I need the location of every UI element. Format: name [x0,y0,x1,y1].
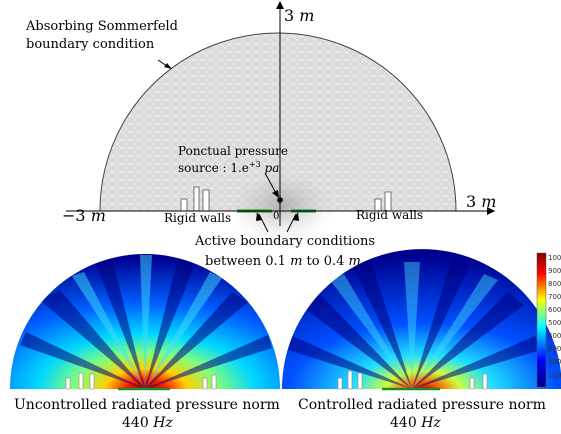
uncontrolled-frequency: 440 Hz [122,415,173,431]
active-label-line1: Active boundary conditions [195,234,376,249]
colorbar-tick: 700 [548,293,561,301]
origin-label: 0 [273,211,280,222]
colorbar-tick: 900 [548,267,561,275]
colorbar-tick: 800 [548,280,561,288]
boundary-label-line1: Absorbing Sommerfeld [26,19,179,34]
active-label-line2: between 0.1 m to 0.4 m [205,254,361,269]
source-point [277,197,283,203]
colorbar [536,252,547,388]
axis-top-label: 3 m [284,6,315,25]
walls-left-label: Rigid walls [164,211,232,225]
colorbar-tick: 400 [548,332,561,340]
controlled-caption: Controlled radiated pressure norm [298,397,546,413]
mesh-domain [99,32,457,212]
uncontrolled-caption: Uncontrolled radiated pressure norm [14,397,280,413]
colorbar-tick: 300 [548,345,561,353]
colorbar-tick: 600 [548,306,561,314]
source-label-line2: source : 1.e+3 pa [178,160,280,175]
colorbar-tick: 200 [548,358,561,366]
walls-right-label: Rigid walls [356,208,424,222]
axis-right-label: 3 m [466,192,497,211]
colorbar-tick: 1000 [548,254,561,262]
colorbar-tick: 500 [548,319,561,327]
controlled-pressure-map [282,249,561,389]
colorbar-tick: 100 [548,372,561,380]
controlled-frequency: 440 Hz [390,415,441,431]
source-label-line1: Ponctual pressure [178,144,289,158]
boundary-label-line2: boundary condition [26,37,155,52]
axis-left-label: −3 m [62,206,106,225]
